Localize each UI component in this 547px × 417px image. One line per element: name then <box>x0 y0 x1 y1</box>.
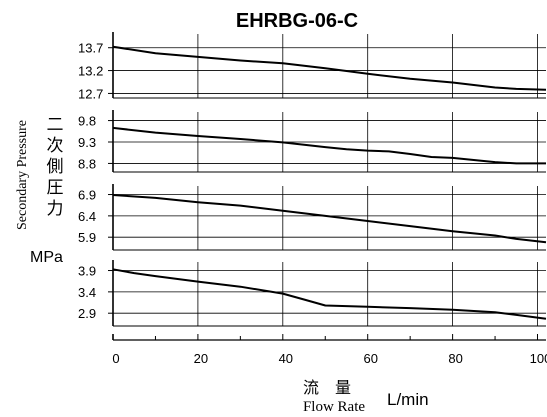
panel-0: 13.7 13.2 12.7 <box>78 32 547 101</box>
x-axis-unit: L/min <box>387 390 429 409</box>
y-axis-unit: MPa <box>30 249 63 266</box>
panel-2: 6.9 6.4 5.9 <box>78 184 547 251</box>
pressure-curve <box>112 194 547 244</box>
x-tick-label: 80 <box>448 351 462 366</box>
y-tick-label: 5.9 <box>78 230 96 245</box>
chart-panels: 13.7 13.2 12.7 9.8 9.3 8.8 6.9 6.4 5.9 3.9 3.4 2.9 <box>78 32 547 327</box>
y-tick-label: 12.7 <box>78 86 103 101</box>
pressure-curve <box>112 126 546 165</box>
y-tick-label: 8.8 <box>78 156 96 171</box>
y-tick-label: 6.9 <box>78 188 96 203</box>
panel-3: 3.9 3.4 2.9 <box>78 260 547 327</box>
x-tick-label: 100 <box>530 351 547 366</box>
y-tick-label: 9.3 <box>78 135 96 150</box>
x-tick-label: 20 <box>194 351 208 366</box>
y-tick-label: 3.9 <box>78 264 96 279</box>
y-tick-label: 3.4 <box>78 285 96 300</box>
y-axis-label-jp-char: 次 <box>47 136 64 155</box>
y-axis-label-en: Secondary Pressure <box>15 120 30 230</box>
pressure-curve <box>112 45 547 91</box>
y-axis-label-jp-char: 力 <box>47 199 64 218</box>
y-axis-label-jp-char: 圧 <box>47 178 64 197</box>
x-tick-label: 0 <box>112 351 119 366</box>
x-axis-label-jp: 流 量 <box>303 379 351 397</box>
x-tick-label: 60 <box>363 351 377 366</box>
pressure-curve <box>112 268 547 320</box>
chart-title: EHRBG-06-C <box>236 10 358 32</box>
x-axis-label-en: Flow Rate <box>303 399 365 415</box>
y-axis-label-jp-char: 側 <box>47 157 64 176</box>
x-tick-label: 40 <box>279 351 293 366</box>
y-tick-label: 2.9 <box>78 306 96 321</box>
x-axis: 0 20 40 60 80 100 <box>112 334 547 366</box>
y-axis-label-jp-char: 二 <box>47 115 64 134</box>
y-tick-label: 9.8 <box>78 114 96 129</box>
panel-1: 9.8 9.3 8.8 <box>78 110 546 173</box>
y-tick-label: 6.4 <box>78 209 96 224</box>
y-tick-label: 13.7 <box>78 41 103 56</box>
y-tick-label: 13.2 <box>78 64 103 79</box>
